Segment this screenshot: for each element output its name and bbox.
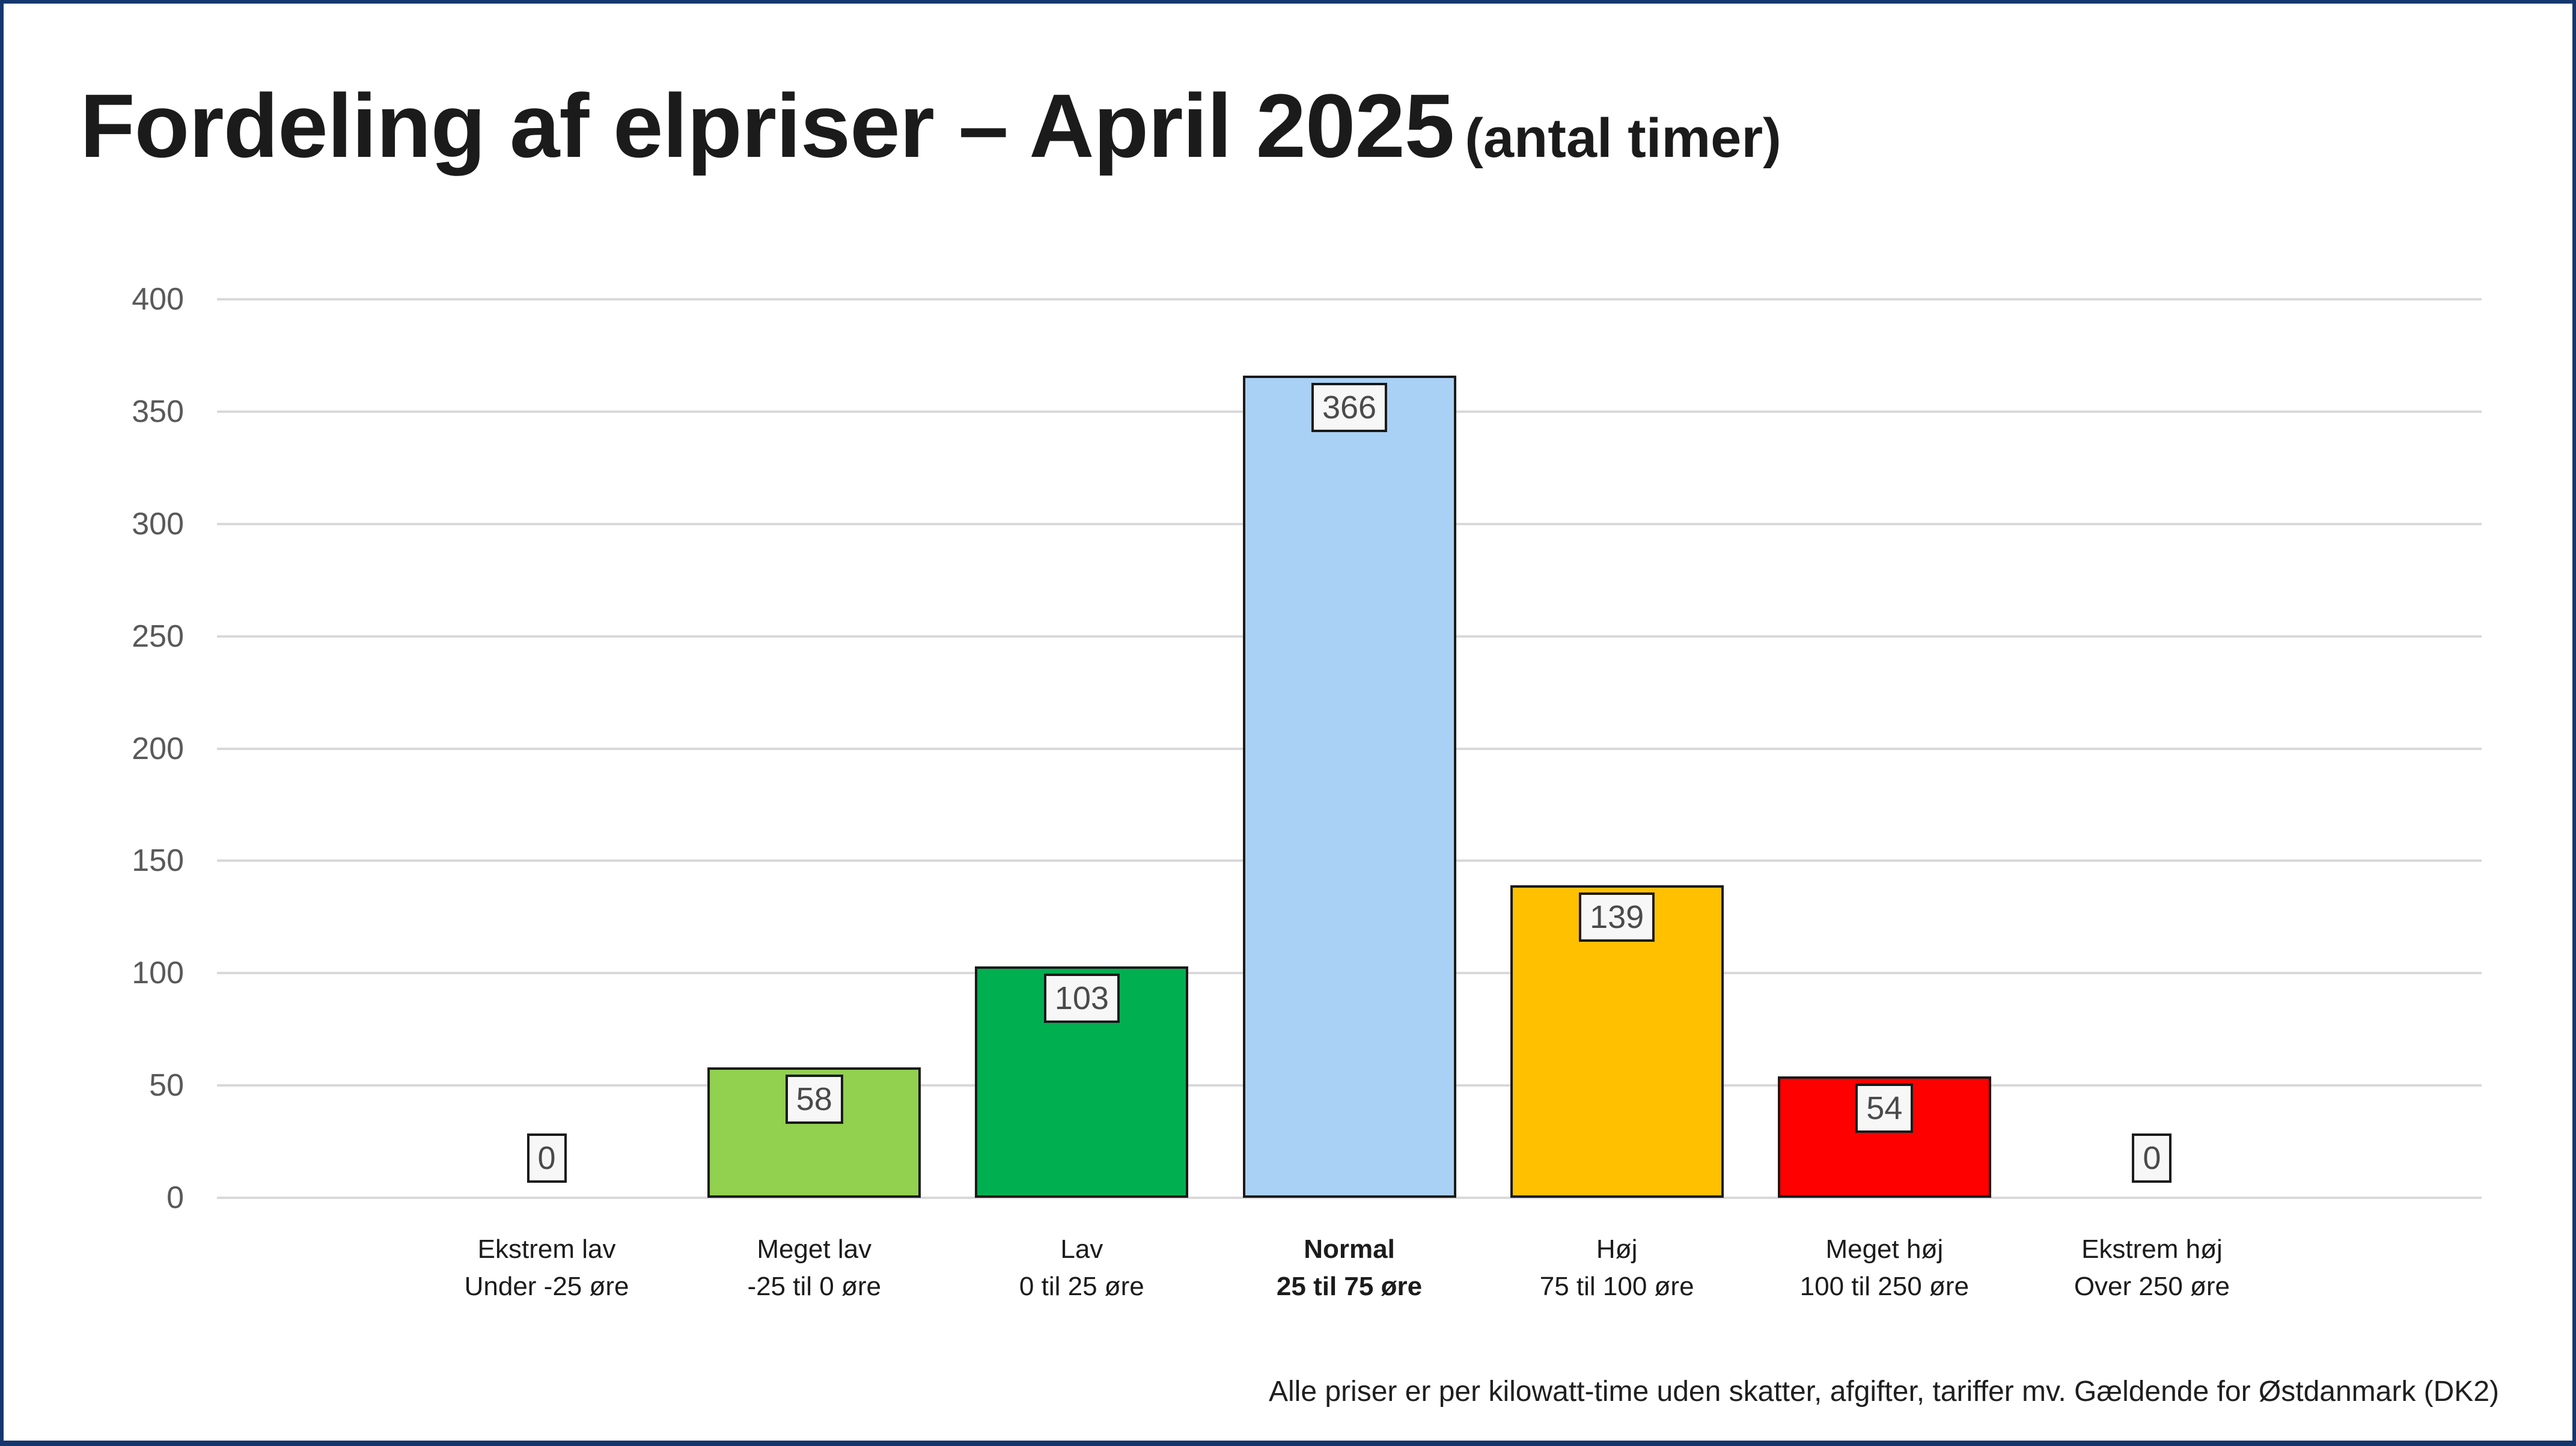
category-name: Ekstrem høj xyxy=(2081,1234,2223,1264)
category-range: 100 til 250 øre xyxy=(1799,1272,1969,1301)
gridline-400 xyxy=(217,298,2482,300)
category-name: Høj xyxy=(1596,1234,1638,1264)
gridline-0 xyxy=(217,1197,2482,1199)
category-label-meget-hoj: Meget høj 100 til 250 øre xyxy=(1746,1231,2022,1305)
category-range: 75 til 100 øre xyxy=(1539,1272,1694,1301)
category-name: Normal xyxy=(1304,1234,1395,1264)
y-axis-tick-label: 300 xyxy=(132,506,184,541)
category-label-hoj: Høj 75 til 100 øre xyxy=(1479,1231,1755,1305)
value-label-ekstrem-lav: 0 xyxy=(526,1133,567,1183)
category-name: Ekstrem lav xyxy=(477,1234,616,1264)
value-label-lav: 103 xyxy=(1043,974,1120,1023)
y-axis-tick-label: 50 xyxy=(149,1068,184,1103)
y-axis-tick-label: 200 xyxy=(132,731,184,766)
category-label-meget-lav: Meget lav -25 til 0 øre xyxy=(676,1231,953,1305)
bar-normal xyxy=(1242,376,1456,1198)
y-axis-tick-label: 250 xyxy=(132,618,184,654)
value-label-hoj: 139 xyxy=(1579,892,1655,942)
category-label-ekstrem-lav: Ekstrem lav Under -25 øre xyxy=(409,1231,685,1305)
category-name: Lav xyxy=(1060,1234,1103,1264)
chart-title-main: Fordeling af elpriser – April 2025 xyxy=(80,75,1454,176)
chart-title-subtitle: (antal timer) xyxy=(1465,108,1781,169)
chart-title: Fordeling af elpriser – April 2025 (antal… xyxy=(80,69,1781,195)
category-label-ekstrem-hoj: Ekstrem høj Over 250 øre xyxy=(2013,1231,2290,1305)
category-label-normal: Normal 25 til 75 øre xyxy=(1211,1231,1488,1305)
bar-lav xyxy=(975,966,1189,1198)
value-label-meget-hoj: 54 xyxy=(1855,1084,1914,1133)
category-range: 25 til 75 øre xyxy=(1276,1272,1423,1301)
value-label-normal: 366 xyxy=(1311,383,1388,433)
category-range: Under -25 øre xyxy=(464,1272,629,1301)
y-axis-tick-label: 0 xyxy=(166,1180,184,1215)
y-axis-tick-label: 150 xyxy=(132,843,184,879)
category-range: 0 til 25 øre xyxy=(1019,1272,1144,1301)
y-axis-tick-label: 400 xyxy=(132,282,184,317)
category-label-lav: Lav 0 til 25 øre xyxy=(944,1231,1220,1305)
y-axis-tick-label: 100 xyxy=(132,956,184,991)
category-name: Meget høj xyxy=(1825,1234,1944,1264)
value-label-meget-lav: 58 xyxy=(785,1075,843,1124)
category-range: Over 250 øre xyxy=(2074,1272,2230,1301)
category-name: Meget lav xyxy=(757,1234,872,1264)
footnote: Alle priser er per kilowatt-time uden sk… xyxy=(1268,1376,2499,1408)
y-axis-tick-label: 350 xyxy=(132,394,184,429)
value-label-ekstrem-hoj: 0 xyxy=(2132,1133,2172,1183)
category-range: -25 til 0 øre xyxy=(747,1272,881,1301)
